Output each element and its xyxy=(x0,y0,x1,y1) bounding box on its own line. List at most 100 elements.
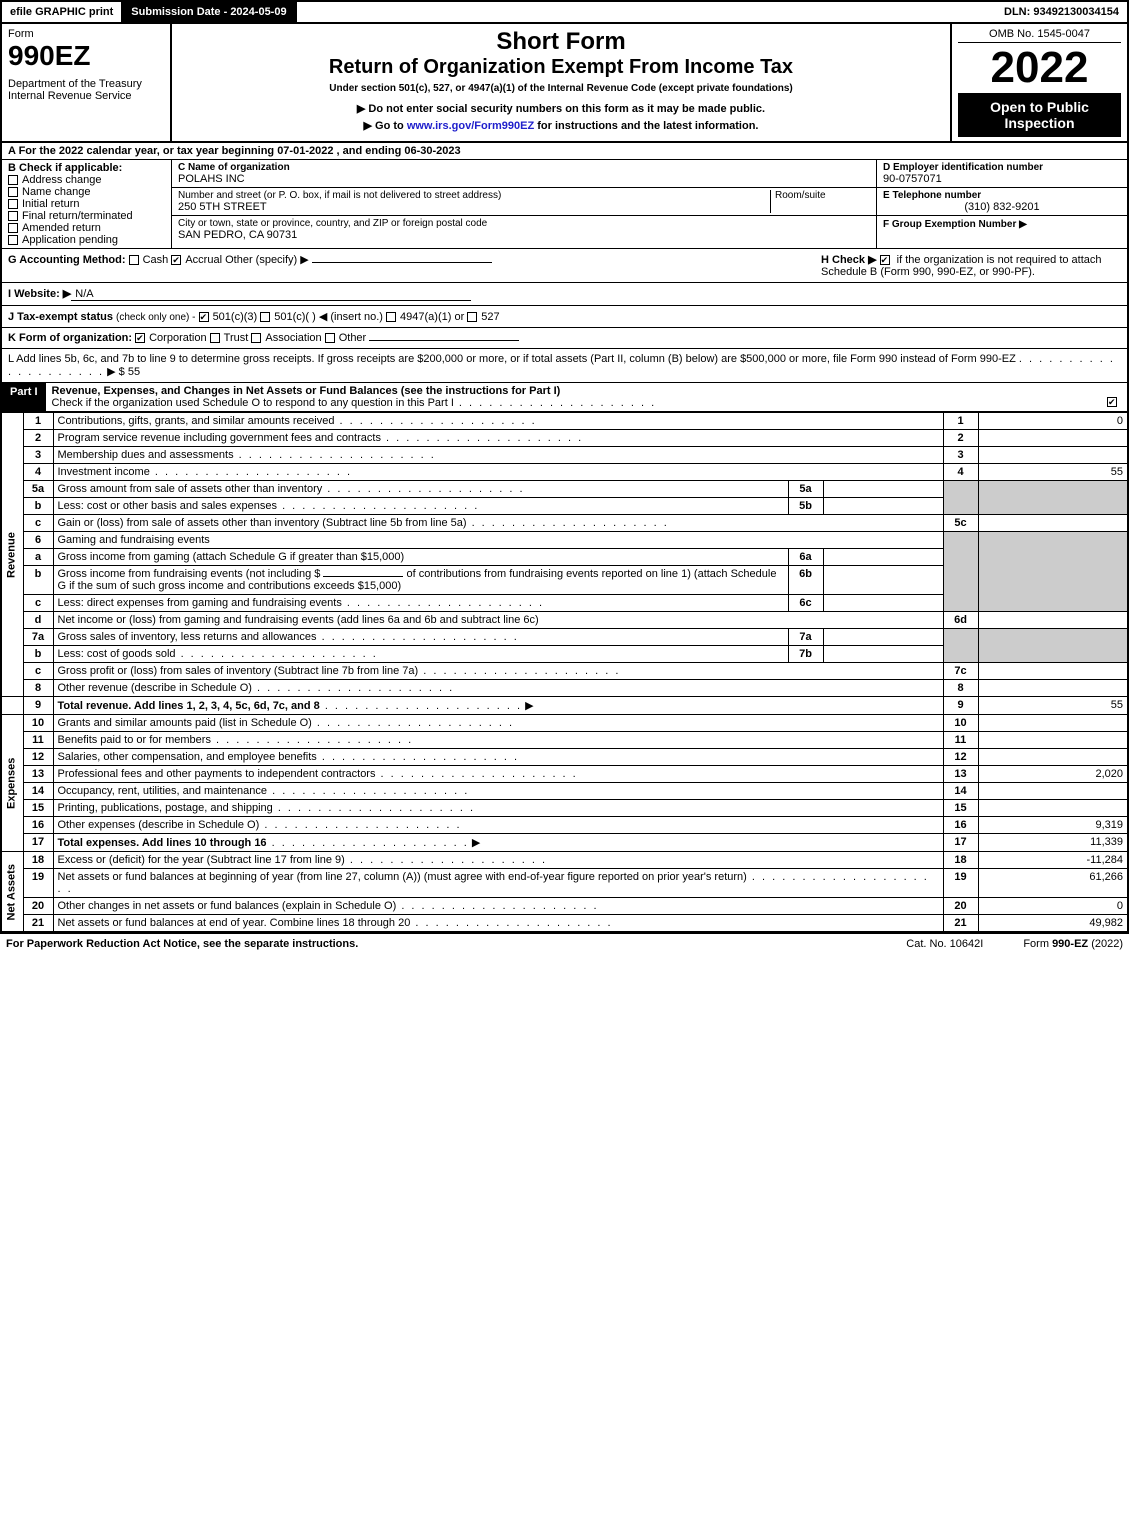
line-2-val xyxy=(978,430,1128,447)
accounting-method: G Accounting Method: Cash Accrual Other … xyxy=(8,253,821,278)
header-center: Short Form Return of Organization Exempt… xyxy=(172,24,952,141)
top-bar: efile GRAPHIC print Submission Date - 20… xyxy=(0,0,1129,24)
phone-block: E Telephone number (310) 832-9201 xyxy=(877,188,1127,216)
check-initial-return[interactable]: Initial return xyxy=(8,198,165,210)
phone-value: (310) 832-9201 xyxy=(883,201,1121,213)
check-association[interactable] xyxy=(251,333,261,343)
goto-link[interactable]: ▶ Go to www.irs.gov/Form990EZ for instru… xyxy=(178,119,944,132)
check-schedule-o[interactable] xyxy=(1107,397,1117,407)
city-label: City or town, state or province, country… xyxy=(178,218,870,229)
group-exemption: F Group Exemption Number ▶ xyxy=(877,216,1127,232)
irs-label: Internal Revenue Service xyxy=(8,90,164,102)
header-right: OMB No. 1545-0047 2022 Open to Public In… xyxy=(952,24,1127,141)
line-7c-val xyxy=(978,663,1128,680)
identity-block: B Check if applicable: Address change Na… xyxy=(0,160,1129,249)
revenue-side-label: Revenue xyxy=(1,413,23,697)
line-6d-val xyxy=(978,612,1128,629)
check-application-pending[interactable]: Application pending xyxy=(8,234,165,246)
check-4947[interactable] xyxy=(386,312,396,322)
ein-block: D Employer identification number 90-0757… xyxy=(877,160,1127,188)
part1-label: Part I xyxy=(2,383,46,412)
short-form-title: Short Form xyxy=(178,28,944,56)
line-16-val: 9,319 xyxy=(978,817,1128,834)
check-accrual[interactable] xyxy=(171,255,181,265)
line-20-val: 0 xyxy=(978,898,1128,915)
line-a: A For the 2022 calendar year, or tax yea… xyxy=(0,143,1129,160)
line-5c-val xyxy=(978,515,1128,532)
city-value: SAN PEDRO, CA 90731 xyxy=(178,229,870,241)
row-gh: G Accounting Method: Cash Accrual Other … xyxy=(0,249,1129,283)
tax-year: 2022 xyxy=(958,43,1121,93)
no-ssn-warning: ▶ Do not enter social security numbers o… xyxy=(178,102,944,115)
omb-number: OMB No. 1545-0047 xyxy=(958,28,1121,43)
submission-date: Submission Date - 2024-05-09 xyxy=(123,2,296,22)
line-8-val xyxy=(978,680,1128,697)
line-1-val: 0 xyxy=(978,413,1128,430)
street-value: 250 5TH STREET xyxy=(178,201,770,213)
check-other-org[interactable] xyxy=(325,333,335,343)
part1-header-row: Part I Revenue, Expenses, and Changes in… xyxy=(0,383,1129,412)
part1-desc: Revenue, Expenses, and Changes in Net As… xyxy=(46,383,1127,412)
efile-print: efile GRAPHIC print xyxy=(2,2,123,22)
dln: DLN: 93492130034154 xyxy=(996,2,1127,22)
line-12-val xyxy=(978,749,1128,766)
org-name-block: C Name of organization POLAHS INC xyxy=(172,160,876,188)
netassets-side-label: Net Assets xyxy=(1,852,23,933)
line-10-val xyxy=(978,715,1128,732)
check-schedule-b[interactable] xyxy=(880,255,890,265)
row-j-tax-status: J Tax-exempt status (check only one) - 5… xyxy=(0,306,1129,328)
col-c-org-info: C Name of organization POLAHS INC Number… xyxy=(172,160,877,248)
col-de: D Employer identification number 90-0757… xyxy=(877,160,1127,248)
footer-form-ref: Form 990-EZ (2022) xyxy=(1023,938,1123,950)
part1-table: Revenue 1Contributions, gifts, grants, a… xyxy=(0,412,1129,933)
check-amended-return[interactable]: Amended return xyxy=(8,222,165,234)
line-13-val: 2,020 xyxy=(978,766,1128,783)
row-l-gross-receipts: L Add lines 5b, 6c, and 7b to line 9 to … xyxy=(0,349,1129,383)
irs-url[interactable]: www.irs.gov/Form990EZ xyxy=(407,120,534,132)
open-public-badge: Open to Public Inspection xyxy=(958,93,1121,137)
col-b-title: B Check if applicable: xyxy=(8,162,122,174)
line-3-val xyxy=(978,447,1128,464)
footer-cat-no: Cat. No. 10642I xyxy=(906,938,983,950)
dept-treasury: Department of the Treasury xyxy=(8,78,164,90)
org-name: POLAHS INC xyxy=(178,173,870,185)
line-4-val: 55 xyxy=(978,464,1128,481)
check-501c[interactable] xyxy=(260,312,270,322)
check-corporation[interactable] xyxy=(135,333,145,343)
org-name-label: C Name of organization xyxy=(178,162,290,173)
website-value: N/A xyxy=(71,288,471,301)
ein-label: D Employer identification number xyxy=(883,162,1043,173)
expenses-side-label: Expenses xyxy=(1,715,23,852)
schedule-b-check: H Check ▶ if the organization is not req… xyxy=(821,253,1121,278)
line-18-val: -11,284 xyxy=(978,852,1128,869)
check-trust[interactable] xyxy=(210,333,220,343)
check-final-return[interactable]: Final return/terminated xyxy=(8,210,165,222)
footer-left: For Paperwork Reduction Act Notice, see … xyxy=(6,938,358,950)
line-21-val: 49,982 xyxy=(978,915,1128,933)
line-9-val: 55 xyxy=(978,697,1128,715)
line-17-val: 11,339 xyxy=(978,834,1128,852)
line-14-val xyxy=(978,783,1128,800)
form-label: Form xyxy=(8,28,164,40)
row-k-form-org: K Form of organization: Corporation Trus… xyxy=(0,328,1129,349)
street-label: Number and street (or P. O. box, if mail… xyxy=(178,190,770,201)
form-header: Form 990EZ Department of the Treasury In… xyxy=(0,24,1129,143)
check-cash[interactable] xyxy=(129,255,139,265)
street-block: Number and street (or P. O. box, if mail… xyxy=(172,188,876,216)
check-name-change[interactable]: Name change xyxy=(8,186,165,198)
ein-value: 90-0757071 xyxy=(883,173,1121,185)
col-b-checkboxes: B Check if applicable: Address change Na… xyxy=(2,160,172,248)
line-11-val xyxy=(978,732,1128,749)
room-suite-label: Room/suite xyxy=(770,190,870,213)
row-i-website: I Website: ▶N/A xyxy=(0,283,1129,306)
check-address-change[interactable]: Address change xyxy=(8,174,165,186)
check-501c3[interactable] xyxy=(199,312,209,322)
check-527[interactable] xyxy=(467,312,477,322)
line-15-val xyxy=(978,800,1128,817)
line-19-val: 61,266 xyxy=(978,869,1128,898)
return-title: Return of Organization Exempt From Incom… xyxy=(178,56,944,79)
city-block: City or town, state or province, country… xyxy=(172,216,876,243)
header-left: Form 990EZ Department of the Treasury In… xyxy=(2,24,172,141)
form-number: 990EZ xyxy=(8,40,164,72)
phone-label: E Telephone number xyxy=(883,190,981,201)
